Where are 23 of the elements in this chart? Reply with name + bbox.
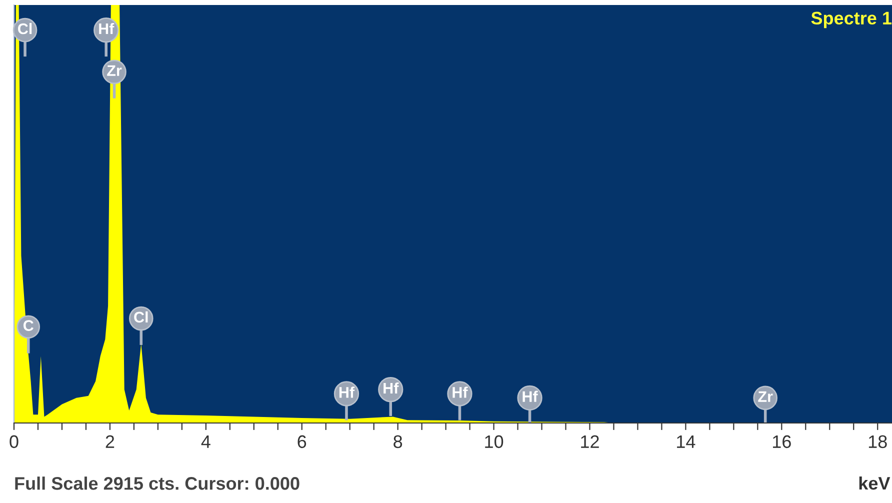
- annotation: Hf: [384, 382, 399, 394]
- text: Full Scale 2915 cts. Cursor: 0.000: [15, 476, 300, 490]
- x-tick-label: 2: [106, 435, 114, 448]
- annotation: Cl: [134, 311, 148, 323]
- annotation: Cl: [18, 22, 32, 34]
- x-axis-title: keV: [859, 476, 890, 490]
- x-tick-label: 10: [485, 435, 504, 448]
- annotation: Hf: [99, 22, 114, 34]
- x-tick-label: 12: [581, 435, 599, 448]
- annotation: Hf: [522, 390, 538, 402]
- chart-title: Spectre 1: [811, 12, 892, 28]
- annotation: Zr: [758, 391, 773, 402]
- annotation: C: [24, 320, 34, 331]
- annotation: Hf: [452, 386, 468, 398]
- x-tick-label: 16: [772, 435, 791, 448]
- annotation: Hf: [339, 386, 355, 398]
- x-tick-label: 8: [394, 435, 402, 448]
- x-tick-label: 18: [868, 435, 887, 448]
- annotation: Zr: [107, 65, 122, 76]
- x-tick-label: 4: [201, 435, 210, 448]
- x-tick-label: 0: [10, 435, 18, 448]
- x-tick-label: 14: [677, 435, 696, 448]
- x-tick-label: 6: [298, 435, 306, 448]
